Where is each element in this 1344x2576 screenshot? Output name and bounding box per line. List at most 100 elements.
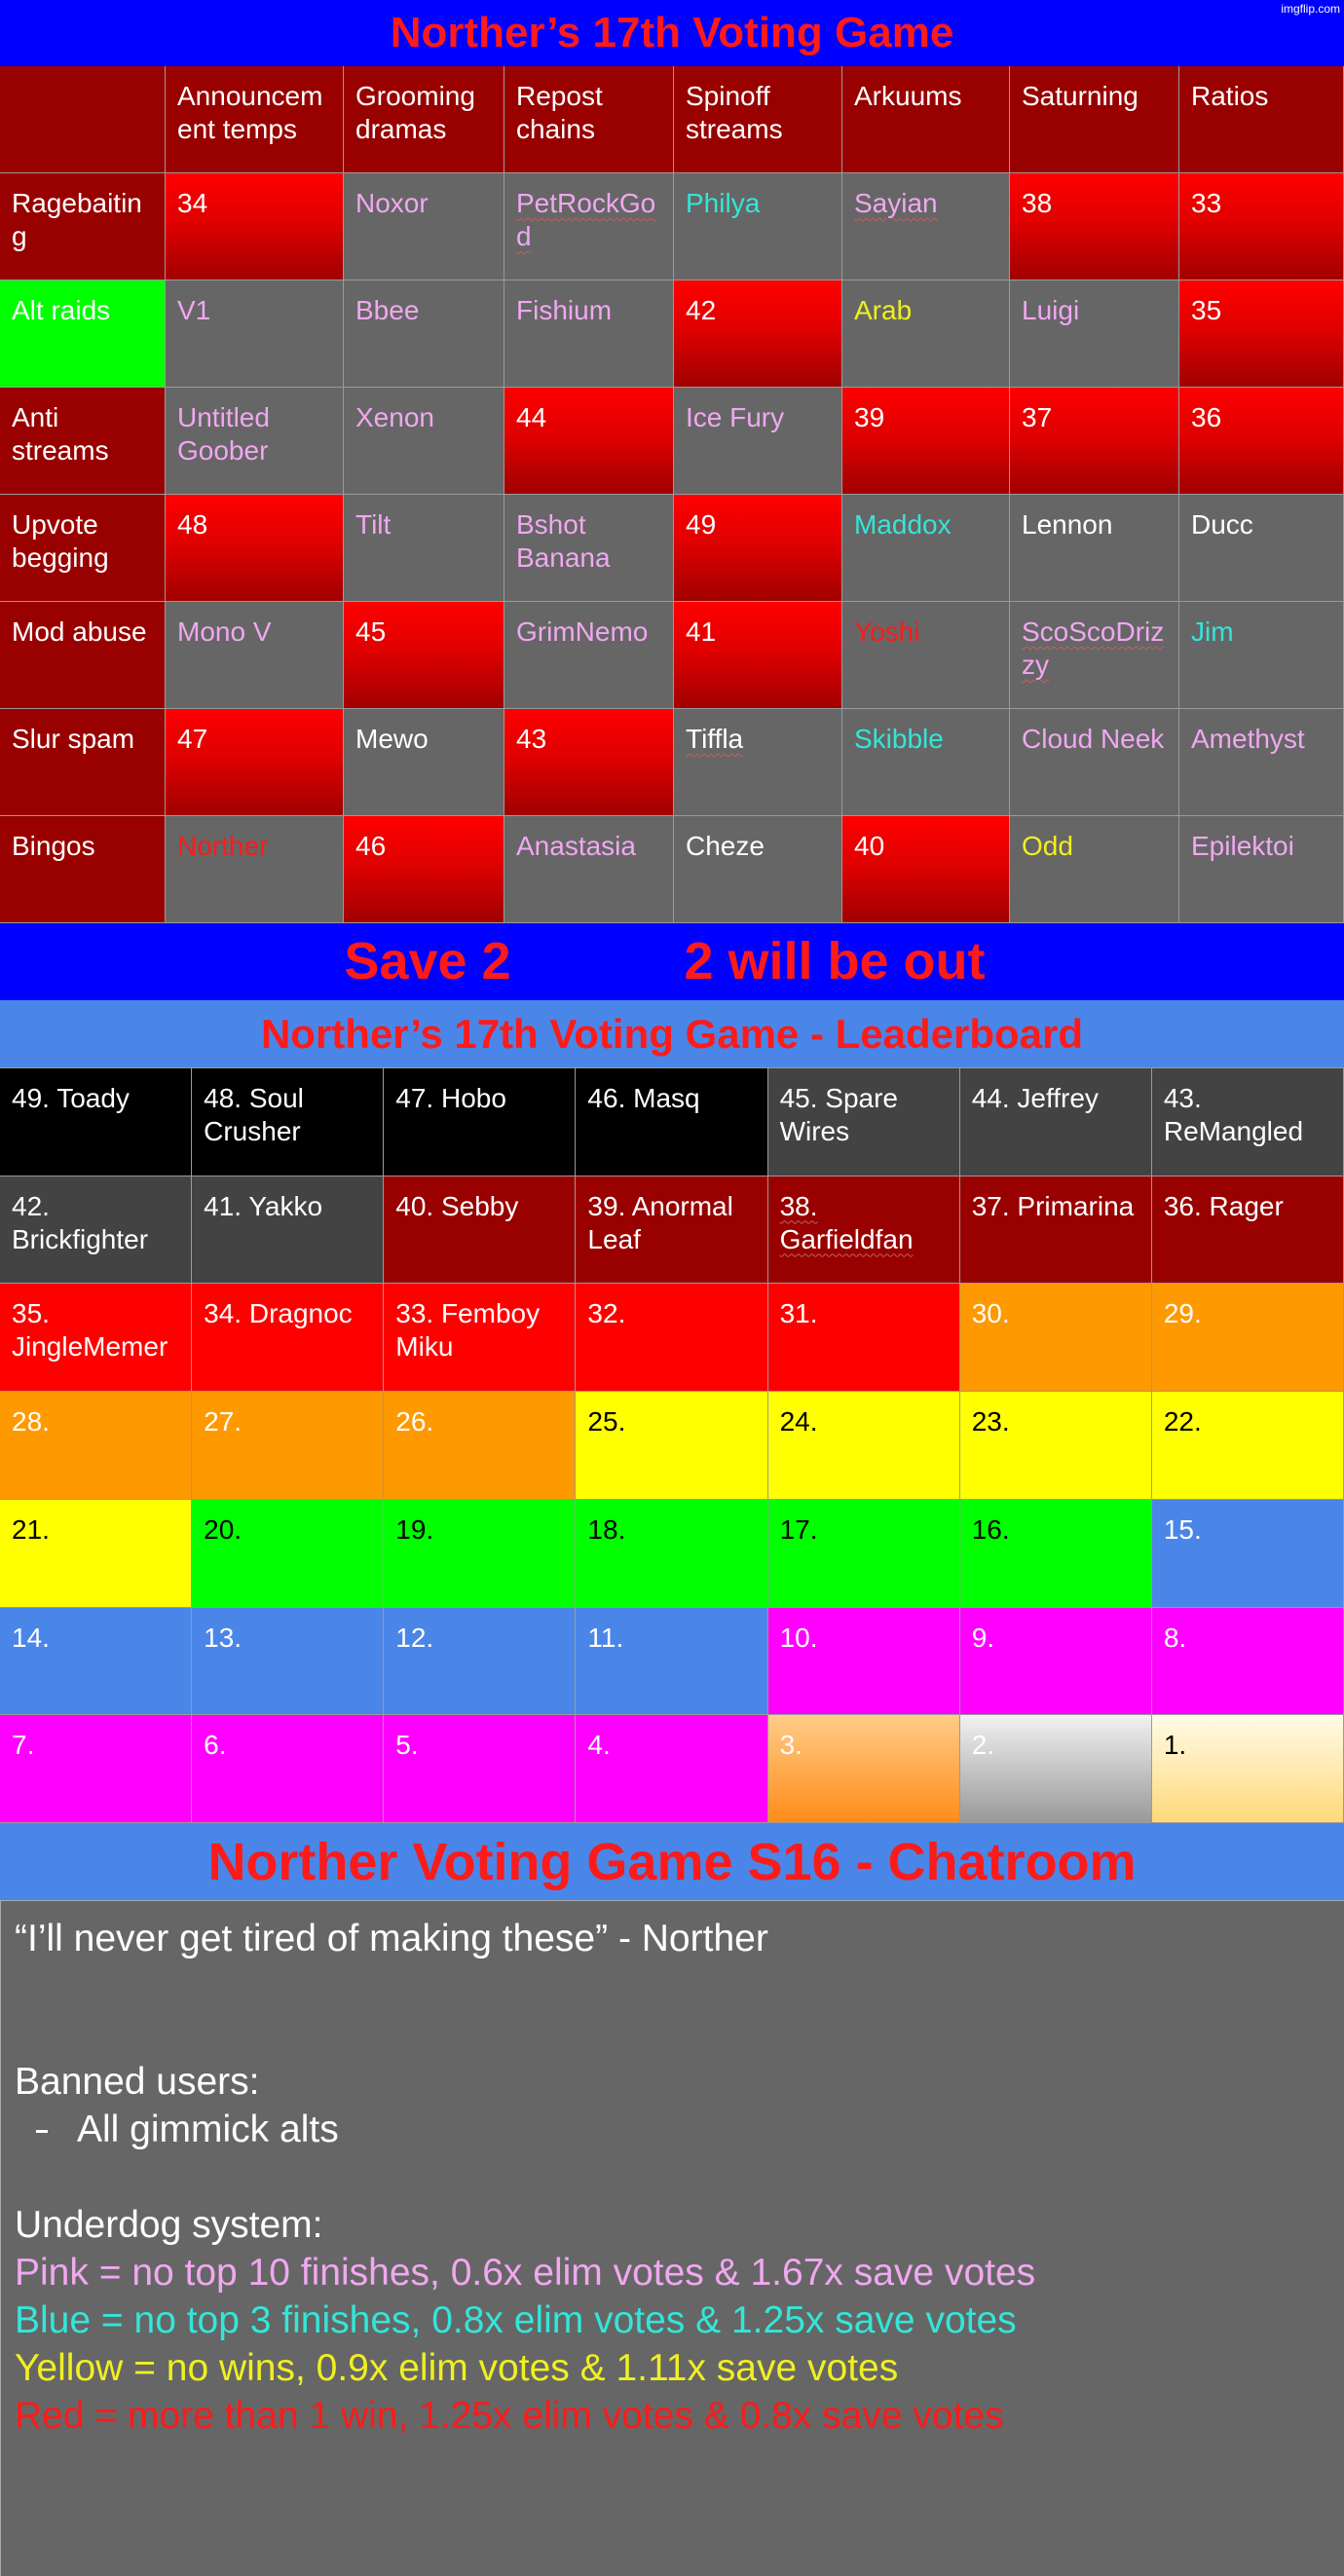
leaderboard-cell-text: 49. Toady — [12, 1083, 130, 1113]
leaderboard-cell-text: 33. Femboy Miku — [395, 1298, 541, 1363]
table-cell: 36 — [1179, 388, 1344, 495]
leaderboard-cell: 6. — [192, 1715, 385, 1823]
leaderboard-cell: 7. — [0, 1715, 193, 1823]
leaderboard-cell-text: 38. Garfieldfan — [779, 1190, 914, 1254]
save-left: Save 2 — [344, 932, 511, 990]
table-cell: 37 — [1010, 388, 1179, 495]
table-cell-text: Xenon — [355, 402, 434, 432]
column-header-text: Grooming dramas — [355, 81, 475, 144]
leaderboard-title: Norther’s 17th Voting Game - Leaderboard — [0, 1000, 1344, 1068]
table-cell-text: Luigi — [1022, 295, 1080, 325]
row-header-text: Ragebaiting — [12, 188, 142, 251]
leaderboard-cell-text: 47. Hobo — [395, 1083, 506, 1113]
table-cell: Ice Fury — [674, 388, 842, 495]
leaderboard-cell: 13. — [192, 1607, 385, 1716]
leaderboard-cell: 40. Sebby — [384, 1176, 577, 1285]
table-cell: Arab — [842, 280, 1010, 388]
leaderboard-cell: 5. — [384, 1715, 577, 1823]
leaderboard-cell: 16. — [959, 1499, 1152, 1608]
table-cell-text: Anastasia — [516, 831, 636, 861]
table-cell: 42 — [674, 280, 842, 388]
table-cell: 33 — [1179, 173, 1344, 280]
table-cell-text: 38 — [1022, 188, 1053, 218]
corner-cell — [0, 66, 166, 173]
table-cell: 49 — [674, 495, 842, 602]
table-cell-text: Epilektoi — [1191, 831, 1294, 861]
leaderboard-cell-text: 12. — [395, 1622, 434, 1653]
leaderboard-cell-text: 5. — [395, 1730, 419, 1761]
row-header-text: Mod abuse — [12, 616, 147, 647]
row-header-text: Anti streams — [12, 402, 109, 466]
table-cell-text: Ducc — [1191, 509, 1253, 540]
leaderboard-cell: 46. Masq — [576, 1068, 768, 1176]
leaderboard-cell-text: 34. Dragnoc — [204, 1298, 353, 1329]
table-cell-text: 45 — [355, 616, 387, 647]
leaderboard-cell-text: 26. — [395, 1406, 434, 1437]
leaderboard-cell-text: 7. — [12, 1730, 35, 1761]
leaderboard-cell: 48. Soul Crusher — [192, 1068, 385, 1176]
leaderboard-cell: 4. — [576, 1715, 768, 1823]
underdog-rule: Blue = no top 3 finishes, 0.8x elim vote… — [15, 2299, 1017, 2341]
leaderboard-cell-text: 4. — [587, 1730, 611, 1761]
table-cell-text: Mono V — [177, 616, 272, 647]
table-cell-text: 33 — [1191, 188, 1222, 218]
table-cell: 47 — [166, 709, 344, 816]
leaderboard-cell: 36. Rager — [1151, 1176, 1344, 1285]
table-cell: 34 — [166, 173, 344, 280]
column-header: Arkuums — [842, 66, 1010, 173]
column-header-text: Announcement temps — [177, 81, 323, 144]
leaderboard-cell: 27. — [192, 1392, 385, 1500]
leaderboard-cell-text: 6. — [204, 1730, 227, 1761]
table-cell-text: Cheze — [686, 831, 765, 861]
leaderboard-cell: 34. Dragnoc — [192, 1284, 385, 1393]
table-cell: 43 — [504, 709, 674, 816]
table-cell-text: Jim — [1191, 616, 1234, 647]
table-cell: Tilt — [344, 495, 504, 602]
chatroom-title: Norther Voting Game S16 - Chatroom — [0, 1823, 1344, 1901]
table-cell: Anastasia — [504, 816, 674, 923]
table-cell: 39 — [842, 388, 1010, 495]
table-cell-text: 41 — [686, 616, 717, 647]
leaderboard-cell-text: 46. Masq — [587, 1083, 700, 1113]
leaderboard-cell: 18. — [576, 1499, 768, 1608]
leaderboard-cell: 9. — [959, 1607, 1152, 1716]
leaderboard-cell-text: 1. — [1163, 1730, 1187, 1761]
row-header-text: Upvote begging — [12, 509, 109, 573]
leaderboard-cell-text: 8. — [1163, 1622, 1187, 1653]
table-cell: 40 — [842, 816, 1010, 923]
table-cell: PetRockGod — [504, 173, 674, 280]
leaderboard-cell: 47. Hobo — [384, 1068, 577, 1176]
table-cell-text: Odd — [1022, 831, 1073, 861]
table-cell-text: V1 — [177, 295, 211, 325]
table-cell-text: Yoshi — [854, 616, 920, 647]
underdog-rule: Yellow = no wins, 0.9x elim votes & 1.11… — [15, 2347, 899, 2389]
table-cell: Bshot Banana — [504, 495, 674, 602]
leaderboard-cell: 23. — [959, 1392, 1152, 1500]
table-cell: 46 — [344, 816, 504, 923]
leaderboard-cell-text: 18. — [587, 1513, 626, 1545]
leaderboard-cell-text: 9. — [971, 1622, 995, 1653]
leaderboard-cell: 37. Primarina — [959, 1176, 1152, 1285]
underdog-rule: Red = more than 1 win, 1.25x elim votes … — [15, 2395, 1004, 2437]
table-cell-text: 39 — [854, 402, 885, 432]
table-cell-text: 35 — [1191, 295, 1222, 325]
row-header-text: Slur spam — [12, 724, 135, 754]
row-header: Mod abuse — [0, 602, 166, 709]
table-cell-text: Tiffla — [686, 724, 744, 754]
table-cell: Sayian — [842, 173, 1010, 280]
leaderboard-cell-text: 36. Rager — [1163, 1190, 1284, 1221]
watermark: imgflip.com — [1281, 2, 1340, 16]
leaderboard-cell-text: 17. — [779, 1513, 818, 1545]
table-cell-text: Sayian — [854, 188, 938, 218]
leaderboard-cell-text: 21. — [12, 1513, 50, 1545]
leaderboard-cell: 43. ReMangled — [1151, 1068, 1344, 1176]
column-header: Repost chains — [504, 66, 674, 173]
row-header-text: Alt raids — [12, 295, 111, 325]
leaderboard-cell: 20. — [192, 1499, 385, 1608]
table-cell: ScoScoDrizzy — [1010, 602, 1179, 709]
leaderboard-cell-text: 2. — [971, 1730, 995, 1761]
column-header-text: Spinoff streams — [686, 81, 783, 144]
leaderboard-cell: 11. — [576, 1607, 768, 1716]
leaderboard-cell: 30. — [959, 1284, 1152, 1393]
